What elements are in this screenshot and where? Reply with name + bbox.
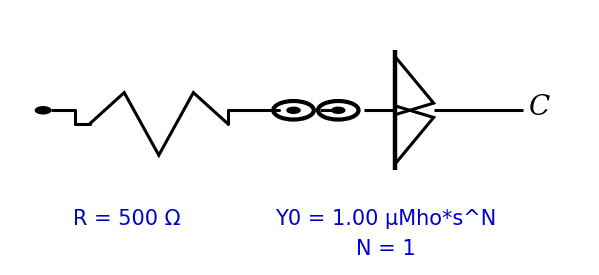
- Circle shape: [287, 107, 300, 113]
- Text: N = 1: N = 1: [356, 239, 416, 259]
- Text: C: C: [529, 94, 550, 121]
- Circle shape: [332, 107, 345, 113]
- Circle shape: [35, 107, 51, 114]
- Text: Y0 = 1.00 μMho*s^N: Y0 = 1.00 μMho*s^N: [276, 209, 497, 229]
- Text: R = 500 Ω: R = 500 Ω: [73, 209, 180, 229]
